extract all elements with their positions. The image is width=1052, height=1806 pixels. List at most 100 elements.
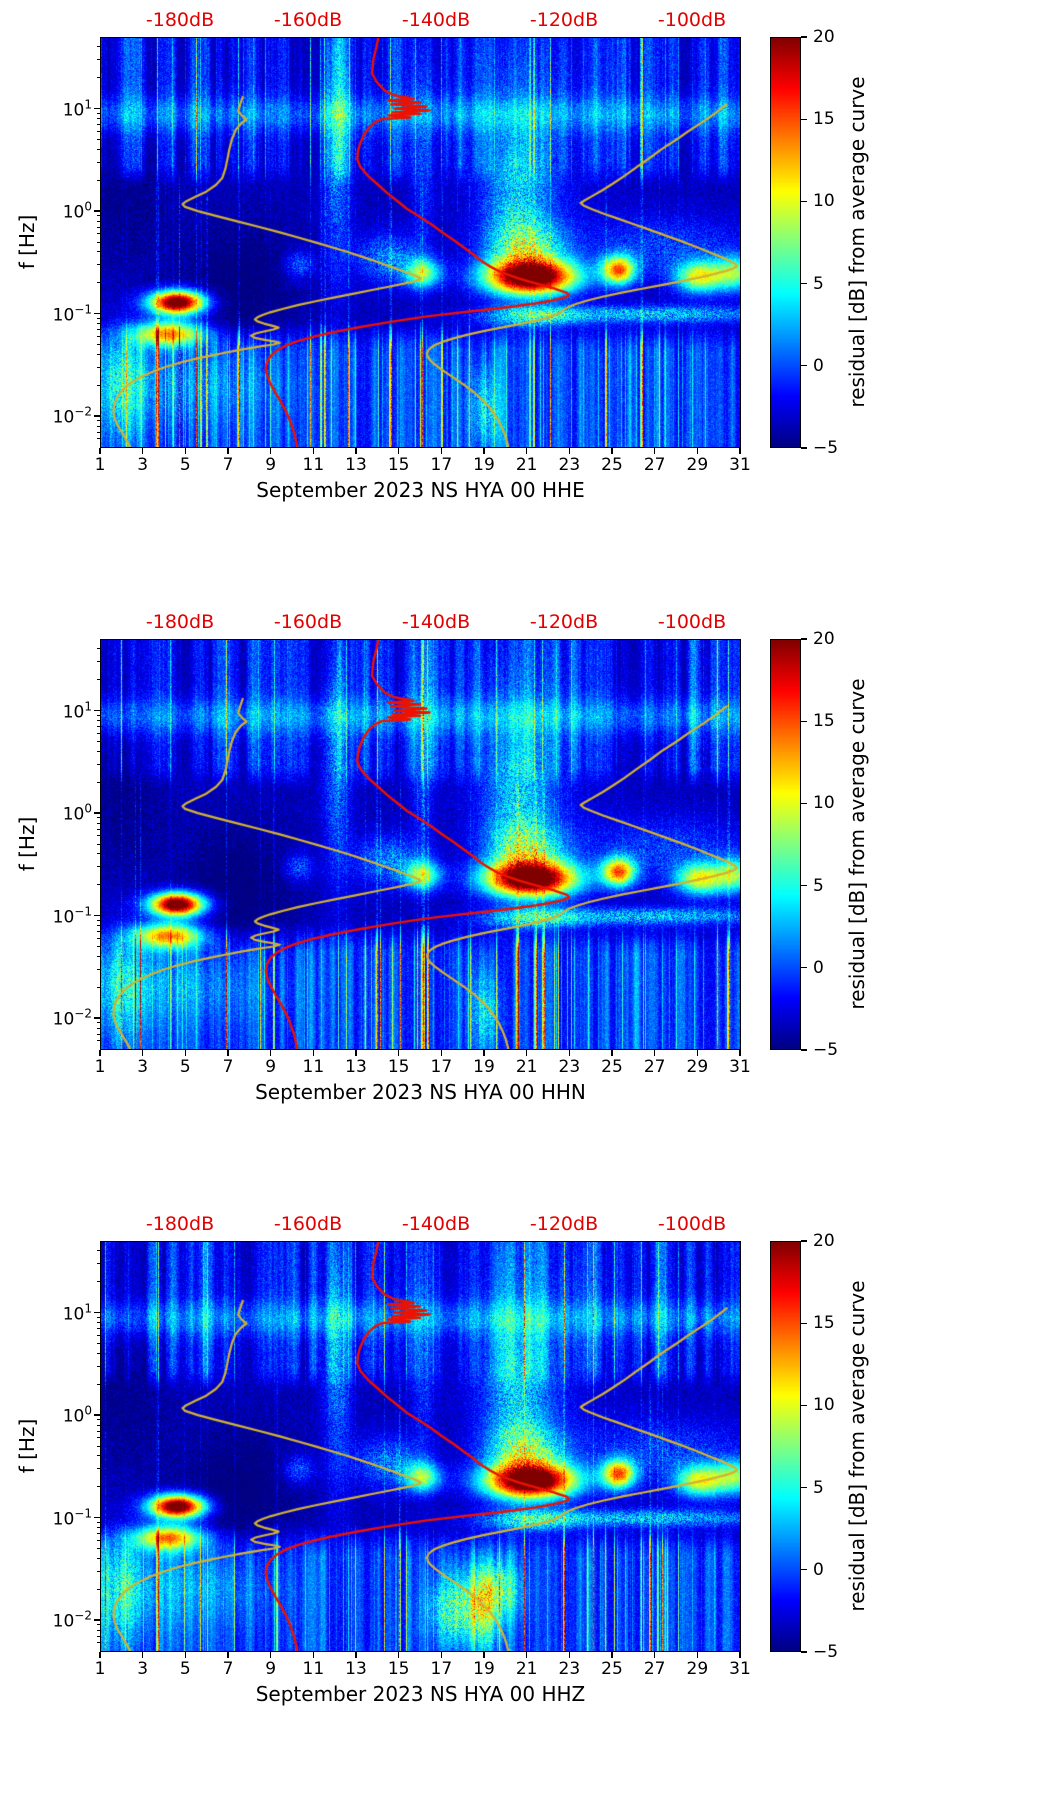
colorbar-label: residual [dB] from average curve <box>845 76 869 408</box>
x-tick-label: 19 <box>473 455 495 475</box>
top-db-tick-label: -120dB <box>529 1213 599 1235</box>
spectrogram-canvas <box>100 639 741 1050</box>
x-tick <box>227 448 229 454</box>
colorbar-tick <box>801 118 807 120</box>
x-tick <box>184 1050 186 1056</box>
colorbar: 20 15 10 5 0 −5 <box>770 629 838 1060</box>
x-tick <box>142 1050 144 1056</box>
top-db-tick-label: -160dB <box>273 1213 343 1235</box>
x-tick-label: 19 <box>473 1057 495 1077</box>
colorbar-gradient <box>770 1241 801 1652</box>
x-tick <box>654 1050 656 1056</box>
x-tick-label: 27 <box>643 1057 666 1077</box>
x-tick-label: 31 <box>729 455 751 475</box>
y-tick-label: 100 <box>62 199 92 223</box>
x-tick <box>312 448 314 454</box>
colorbar-tick-label: 5 <box>813 1477 824 1498</box>
top-db-tick-label: -100dB <box>657 9 727 31</box>
x-tick <box>483 1652 485 1658</box>
colorbar-tick-label: 15 <box>813 1313 835 1334</box>
x-tick-label: 29 <box>686 1057 709 1077</box>
x-tick-label: 13 <box>345 1057 367 1077</box>
x-tick <box>355 1050 357 1056</box>
x-tick <box>99 1050 101 1056</box>
colorbar-tick <box>801 967 807 969</box>
colorbar-tick-label: 10 <box>813 1395 835 1416</box>
x-tick-label: 17 <box>430 455 453 475</box>
top-db-tick-label: -180dB <box>145 611 215 633</box>
x-tick <box>270 448 272 454</box>
x-tick-label: 17 <box>430 1057 453 1077</box>
x-tick <box>398 1652 400 1658</box>
x-tick <box>440 1050 442 1056</box>
top-db-tick-label: -100dB <box>657 611 727 633</box>
y-tick-label: 101 <box>62 97 92 120</box>
y-tick-label: 100 <box>62 801 92 825</box>
x-tick <box>526 1050 528 1056</box>
x-tick <box>99 448 101 454</box>
x-tick <box>312 1652 314 1658</box>
x-tick <box>526 448 528 454</box>
x-tick <box>355 448 357 454</box>
top-db-tick-label: -160dB <box>273 611 343 633</box>
colorbar-tick <box>801 36 807 38</box>
x-axis-title: September 2023 NS HYA 00 HHE <box>256 478 585 502</box>
x-tick <box>654 1652 656 1658</box>
colorbar-tick <box>801 884 807 887</box>
colorbar-tick <box>801 720 807 722</box>
x-tick-label: 9 <box>265 455 277 475</box>
plot-area <box>94 639 741 1056</box>
x-tick <box>99 1652 101 1658</box>
colorbar-tick <box>801 1569 807 1571</box>
x-tick <box>739 448 741 454</box>
colorbar-tick-label: 5 <box>813 875 824 896</box>
top-db-tick-label: -180dB <box>145 1213 215 1235</box>
y-tick-label: 101 <box>62 1301 92 1324</box>
top-db-tick-label: -120dB <box>529 611 599 633</box>
y-tick-label: 10−1 <box>52 1506 92 1529</box>
colorbar-tick <box>801 1322 807 1324</box>
y-tick-label: 10−2 <box>52 1608 92 1632</box>
colorbar-tick-label: 15 <box>813 109 835 130</box>
x-tick-label: 11 <box>302 1659 325 1679</box>
plot-area <box>94 1241 741 1658</box>
x-tick <box>398 448 400 454</box>
x-tick <box>483 1050 485 1056</box>
y-axis-label: f [Hz] <box>15 816 39 872</box>
x-tick-label: 13 <box>345 1659 367 1679</box>
x-tick <box>696 1050 698 1056</box>
x-tick <box>739 1050 741 1056</box>
colorbar-gradient <box>770 37 801 448</box>
x-tick-label: 5 <box>179 1057 191 1077</box>
top-db-tick-label: -140dB <box>401 9 471 31</box>
x-tick <box>184 1652 186 1658</box>
colorbar-tick-label: 15 <box>813 711 835 732</box>
colorbar-tick <box>801 200 807 203</box>
x-tick-label: 1 <box>94 1057 106 1077</box>
top-db-tick-label: -100dB <box>657 1213 727 1235</box>
colorbar-tick-label: 20 <box>813 27 835 47</box>
colorbar-tick-label: 0 <box>813 1559 824 1580</box>
top-db-tick-label: -160dB <box>273 9 343 31</box>
x-tick-label: 11 <box>302 1057 325 1077</box>
colorbar-tick <box>801 1651 807 1653</box>
top-db-tick-label: -140dB <box>401 611 471 633</box>
x-tick <box>270 1652 272 1658</box>
colorbar-tick <box>801 1486 807 1489</box>
x-tick-label: 7 <box>222 1057 234 1077</box>
x-tick-label: 1 <box>94 1659 106 1679</box>
x-tick-label: 21 <box>515 1659 538 1679</box>
colorbar-tick <box>801 638 807 640</box>
y-tick-label: 10−2 <box>52 404 92 428</box>
colorbar-tick-label: 20 <box>813 629 835 649</box>
y-tick-label: 10−2 <box>52 1006 92 1030</box>
x-tick-label: 19 <box>473 1659 495 1679</box>
x-tick-label: 23 <box>558 1659 581 1679</box>
colorbar-tick-label: −5 <box>813 438 839 458</box>
colorbar: 20 15 10 5 0 −5 <box>770 1231 838 1662</box>
x-tick <box>568 1652 570 1658</box>
colorbar-gradient <box>770 639 801 1050</box>
colorbar-tick-label: 0 <box>813 355 824 376</box>
x-tick <box>227 1050 229 1056</box>
x-tick <box>355 1652 357 1658</box>
